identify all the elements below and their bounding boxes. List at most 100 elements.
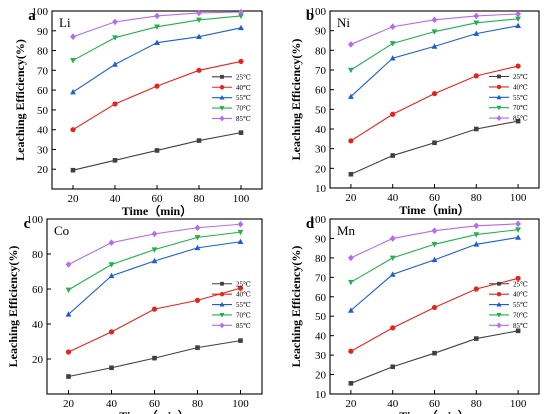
y-tick-label: 60 <box>315 85 327 97</box>
data-point <box>238 338 243 343</box>
legend-label: 25℃ <box>236 280 251 288</box>
y-tick-label: 50 <box>37 105 49 117</box>
data-point <box>65 287 72 293</box>
legend-marker <box>497 281 501 286</box>
data-point <box>151 230 158 238</box>
data-point <box>515 234 521 240</box>
series-line-2 <box>72 27 242 93</box>
legend: 25℃ 40℃ 55℃ 70℃ 85℃ <box>212 73 251 123</box>
data-point <box>196 67 202 73</box>
y-tick-label: 20 <box>315 163 327 175</box>
data-point <box>238 8 244 16</box>
x-tick-label: 80 <box>471 398 483 410</box>
legend-marker <box>496 301 502 307</box>
chart-panel-b: 10 20 30 40 50 60 70 80 90 100 20 40 60 80 100 Time（min… <box>289 6 540 217</box>
panel-letter: b <box>306 8 314 24</box>
data-point <box>237 220 244 228</box>
element-label: Li <box>59 15 71 30</box>
data-point <box>515 220 521 228</box>
panel-letter: c <box>24 216 31 232</box>
legend-label: 70℃ <box>513 104 528 112</box>
legend-marker <box>220 74 224 79</box>
data-point <box>196 17 202 23</box>
legend: 25℃ 40℃ 55℃ 70℃ 85℃ <box>489 280 528 330</box>
data-point <box>154 24 160 30</box>
x-tick-label: 20 <box>345 192 357 204</box>
chart-panel-a: 20 30 40 50 60 70 80 90 100 20 40 60 80 100 Time（min） L… <box>13 6 263 218</box>
panel-letter: a <box>28 8 36 24</box>
x-axis-title: Time（min） <box>399 202 469 217</box>
series-line-3 <box>72 15 242 61</box>
data-point <box>70 58 76 64</box>
data-point <box>154 39 160 45</box>
series-line-1 <box>68 287 241 353</box>
data-point <box>348 93 354 99</box>
data-point <box>474 126 479 132</box>
series-line-0 <box>350 120 519 175</box>
data-point <box>112 101 118 107</box>
x-tick-label: 60 <box>152 193 164 205</box>
data-point <box>112 35 118 41</box>
data-point <box>348 348 354 354</box>
y-tick-label: 70 <box>315 272 327 284</box>
legend-label: 25℃ <box>236 73 251 81</box>
legend-label: 40℃ <box>513 83 528 91</box>
legend-marker <box>220 281 224 286</box>
y-tick-label: 90 <box>315 26 327 38</box>
data-point <box>109 365 114 371</box>
data-point <box>474 336 479 341</box>
data-point <box>432 140 437 146</box>
legend-marker <box>219 106 225 111</box>
y-tick-label: 100 <box>310 6 327 18</box>
data-point <box>515 227 521 233</box>
data-point <box>473 20 480 26</box>
data-point <box>348 254 354 262</box>
x-tick-label: 60 <box>429 398 441 410</box>
data-point <box>195 345 200 350</box>
data-point <box>65 261 72 268</box>
y-tick-label: 40 <box>315 124 327 136</box>
y-tick-label: 80 <box>315 253 327 265</box>
data-point <box>348 41 354 48</box>
x-tick-label: 100 <box>233 193 250 205</box>
y-tick-label: 30 <box>37 144 49 156</box>
data-point <box>70 88 76 95</box>
data-point <box>389 23 396 31</box>
plot-frame <box>329 10 540 189</box>
element-label: Co <box>54 223 69 238</box>
data-point <box>112 158 118 163</box>
legend-label: 85℃ <box>236 115 251 123</box>
series-line-0 <box>350 330 519 384</box>
data-point <box>515 10 521 18</box>
legend-label: 40℃ <box>236 291 251 299</box>
data-point <box>515 275 521 281</box>
data-point <box>154 12 160 20</box>
data-point <box>238 24 244 31</box>
data-point <box>473 73 479 79</box>
legend-marker <box>219 94 225 100</box>
series-line-2 <box>350 25 519 97</box>
data-point <box>196 9 202 17</box>
data-point <box>112 18 118 26</box>
chart-panel-c: 20 40 60 80 100 20 40 60 80 100 Time（min） Leaching … <box>6 214 263 414</box>
y-tick-label: 40 <box>315 331 327 343</box>
legend-label: 70℃ <box>236 311 251 319</box>
y-tick-label: 50 <box>315 311 327 323</box>
data-point <box>154 148 160 153</box>
y-tick-label: 70 <box>37 65 49 77</box>
data-point <box>237 238 244 245</box>
data-point <box>348 138 354 144</box>
y-axis-title: Leaching Efficiency(%) <box>13 39 27 161</box>
data-point <box>154 83 160 89</box>
y-axis-title: Leaching Efficiency(%) <box>289 39 303 161</box>
x-tick-label: 80 <box>194 193 206 205</box>
y-tick-label: 90 <box>37 26 49 38</box>
chart-panel-d: 10 20 30 40 50 60 70 80 90 100 20 40 60 80 100 Time（min… <box>289 214 540 414</box>
y-tick-label: 20 <box>32 354 44 366</box>
data-point <box>151 247 158 253</box>
data-point <box>238 58 244 65</box>
legend-marker <box>219 115 225 122</box>
data-point <box>108 272 115 279</box>
data-point <box>112 61 118 67</box>
